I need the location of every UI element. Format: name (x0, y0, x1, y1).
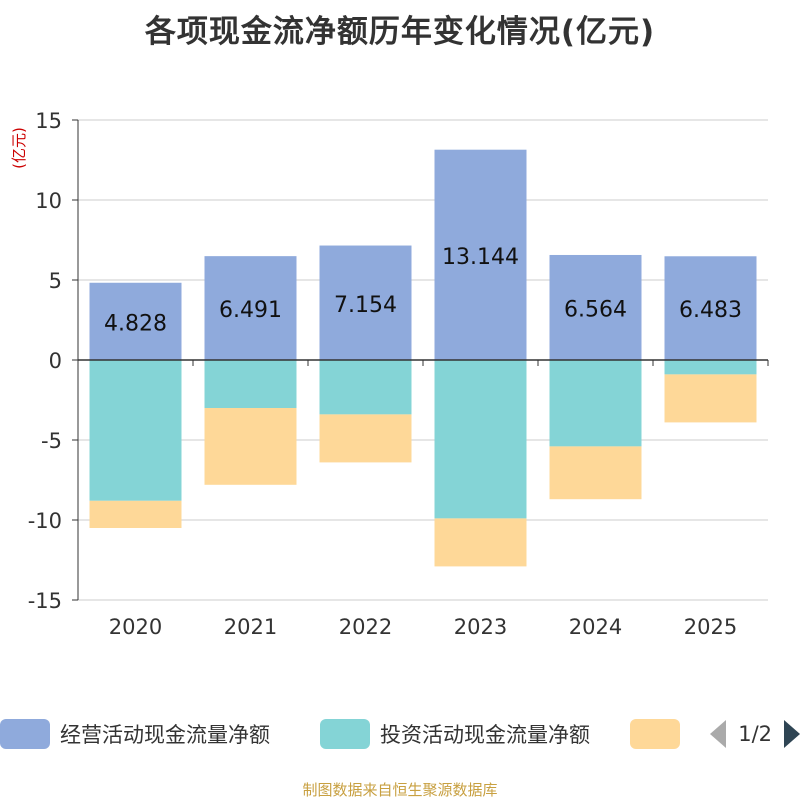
bar-investing-2020 (89, 360, 182, 501)
legend-item-investing[interactable]: 投资活动现金流量净额 (320, 716, 590, 752)
bar-financing-2022 (319, 414, 412, 463)
legend-item-operating[interactable]: 经营活动现金流量净额 (0, 716, 270, 752)
legend-label-operating: 经营活动现金流量净额 (60, 723, 270, 747)
y-tick-label: -15 (28, 589, 62, 613)
y-tick-label: 0 (49, 349, 62, 373)
legend-swatch-investing (320, 719, 370, 749)
x-tick-label-2021: 2021 (224, 615, 277, 639)
bar-operating-2021 (204, 256, 297, 360)
data-label-operating-2025: 6.483 (679, 298, 742, 323)
data-label-operating-2023: 13.144 (442, 245, 519, 270)
x-tick-label-2025: 2025 (684, 615, 737, 639)
bar-operating-2025 (664, 256, 757, 360)
y-tick-label: 15 (35, 109, 62, 133)
pager-text: 1/2 (738, 722, 772, 746)
bar-financing-2023 (434, 518, 527, 567)
pager-prev-icon[interactable] (710, 720, 727, 748)
y-tick-label: -5 (41, 429, 62, 453)
legend-item-financing[interactable] (630, 716, 690, 752)
legend-pager: 1/2 (710, 716, 800, 752)
data-label-operating-2020: 4.828 (104, 311, 167, 336)
bar-investing-2024 (549, 360, 642, 447)
bar-operating-2024 (549, 254, 642, 360)
source-note: 制图数据来自恒生聚源数据库 (302, 781, 498, 799)
bar-operating-2020 (89, 282, 182, 360)
bar-financing-2021 (204, 408, 297, 485)
bar-financing-2025 (664, 374, 757, 423)
legend: 经营活动现金流量净额 投资活动现金流量净额 1/2 (0, 716, 800, 756)
y-axis-unit-label: (亿元) (10, 127, 28, 169)
y-tick-label: -10 (28, 509, 62, 533)
y-tick-label: 5 (49, 269, 62, 293)
legend-swatch-financing (630, 719, 680, 749)
chart-plot: 15 10 5 0 -5 -10 -15 4.828 6.491 7.154 13.144 6.564… (28, 109, 769, 639)
pager-next-icon[interactable] (784, 720, 800, 748)
bar-investing-2022 (319, 360, 412, 415)
bar-investing-2025 (664, 360, 757, 375)
data-label-operating-2024: 6.564 (564, 297, 627, 322)
x-tick-label-2022: 2022 (339, 615, 392, 639)
y-tick-label: 10 (35, 189, 62, 213)
bar-financing-2024 (549, 446, 642, 500)
data-label-operating-2021: 6.491 (219, 298, 282, 323)
bar-investing-2021 (204, 360, 297, 408)
x-tick-label-2023: 2023 (454, 615, 507, 639)
bar-operating-2023 (434, 149, 527, 360)
bar-operating-2022 (319, 245, 412, 360)
legend-swatch-operating (0, 719, 50, 749)
x-tick-label-2024: 2024 (569, 615, 622, 639)
bar-financing-2020 (89, 500, 182, 528)
data-label-operating-2022: 7.154 (334, 293, 397, 318)
chart-title: 各项现金流净额历年变化情况(亿元) (144, 14, 656, 50)
legend-label-investing: 投资活动现金流量净额 (380, 723, 590, 747)
y-axis-unit-text: (亿元) (10, 127, 28, 169)
x-tick-label-2020: 2020 (109, 615, 162, 639)
bar-investing-2023 (434, 360, 527, 519)
